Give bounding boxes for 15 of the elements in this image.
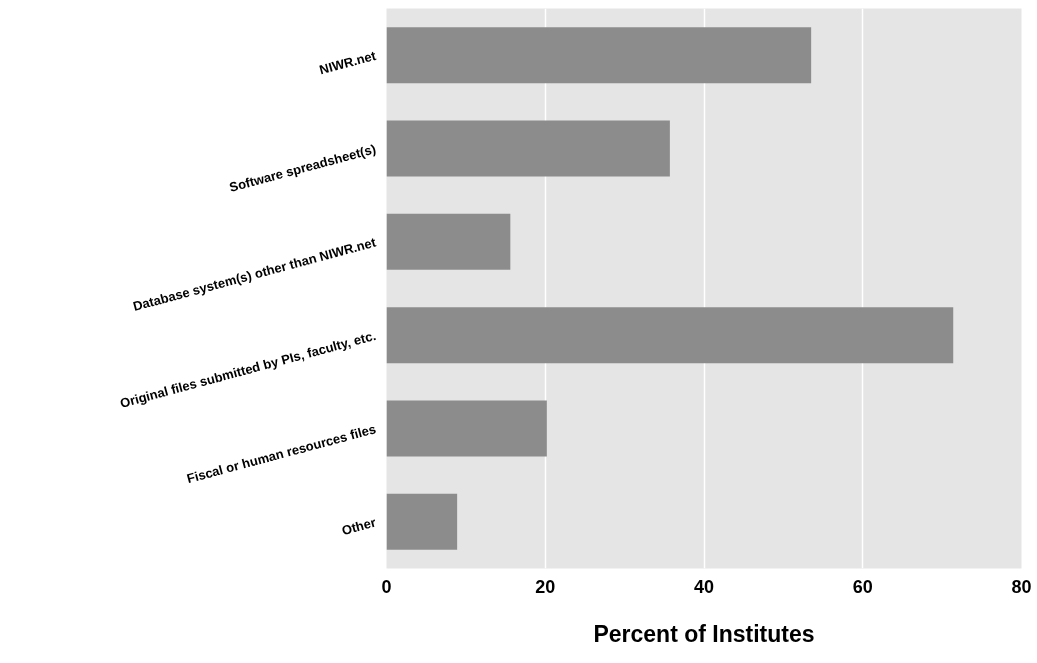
x-tick-label: 80 bbox=[1011, 576, 1032, 597]
x-tick-label: 60 bbox=[852, 576, 873, 597]
bar bbox=[386, 400, 547, 457]
bar bbox=[386, 120, 670, 177]
bar bbox=[386, 493, 458, 550]
x-tick-label: 40 bbox=[693, 576, 715, 597]
x-axis-title: Percent of Institutes bbox=[593, 620, 815, 647]
bar bbox=[386, 307, 954, 364]
x-tick-label: 0 bbox=[381, 576, 392, 597]
bar bbox=[386, 213, 511, 270]
y-tick-label: NIWR.net bbox=[317, 47, 379, 78]
y-tick-label: Other bbox=[340, 514, 378, 539]
y-tick-label: Fiscal or human resources files bbox=[185, 421, 378, 487]
x-tick-label: 20 bbox=[535, 576, 556, 597]
bar bbox=[386, 27, 812, 84]
